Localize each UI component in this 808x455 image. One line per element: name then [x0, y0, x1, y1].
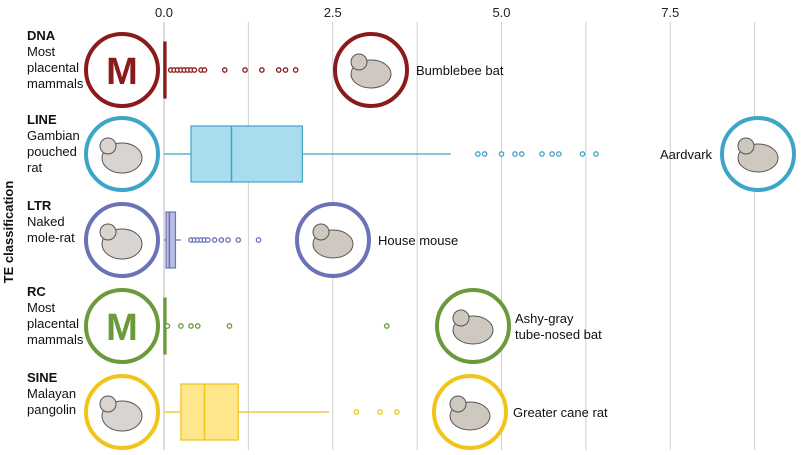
- animal-head-icon: [312, 223, 330, 241]
- row-type-label: LTR: [27, 198, 52, 213]
- animal-head-icon: [737, 137, 755, 155]
- outlier-point: [377, 409, 383, 415]
- row-species-label: mole-rat: [27, 230, 75, 245]
- outlier-point: [292, 67, 299, 73]
- row-species-label: Most: [27, 44, 56, 59]
- outlier-point: [259, 67, 265, 73]
- outlier-point: [194, 323, 201, 329]
- outlier-point: [188, 323, 194, 329]
- max-species-label: Greater cane rat: [513, 405, 608, 420]
- outlier-point: [394, 409, 400, 415]
- row-species-label: mammals: [27, 76, 84, 91]
- max-species-label: Ashy-gray: [515, 311, 574, 326]
- outlier-point: [221, 67, 228, 73]
- outlier-point: [512, 151, 518, 157]
- outlier-point: [201, 67, 208, 73]
- x-tick-label: 0.0: [155, 5, 173, 20]
- outlier-point: [481, 151, 488, 157]
- outlier-point: [242, 67, 248, 73]
- box: [190, 125, 303, 183]
- outlier-point: [353, 409, 360, 415]
- outlier-point: [383, 323, 390, 329]
- row-species-label: mammals: [27, 332, 84, 347]
- max-species-label: tube-nosed bat: [515, 327, 602, 342]
- row-species-label: pangolin: [27, 402, 76, 417]
- outlier-point: [556, 151, 562, 157]
- x-tick-label: 5.0: [492, 5, 510, 20]
- row-species-label: placental: [27, 316, 79, 331]
- outlier-point: [549, 151, 555, 157]
- row-species-label: Gambian: [27, 128, 80, 143]
- gridlines: [163, 22, 756, 450]
- outlier-point: [255, 237, 262, 243]
- outlier-point: [282, 67, 289, 73]
- mammal-icon: M: [106, 51, 138, 93]
- row-species-label: Malayan: [27, 386, 76, 401]
- outlier-point: [579, 151, 586, 157]
- max-species-label: House mouse: [378, 233, 458, 248]
- animal-head-icon: [99, 223, 117, 241]
- mammal-icon: M: [106, 307, 138, 349]
- row-species-label: pouched: [27, 144, 77, 159]
- row-type-label: DNA: [27, 28, 56, 43]
- min-species-circle: [84, 288, 160, 364]
- box: [165, 211, 177, 269]
- min-species-circle: [84, 32, 160, 108]
- outlier-point: [539, 151, 545, 157]
- x-tick-label: 7.5: [661, 5, 679, 20]
- row-species-label: Naked: [27, 214, 65, 229]
- animal-head-icon: [449, 395, 467, 413]
- outlier-point: [191, 67, 198, 73]
- outlier-point: [593, 151, 599, 157]
- outlier-point: [218, 237, 225, 243]
- animal-head-icon: [350, 53, 368, 71]
- max-species-label: Aardvark: [660, 147, 713, 162]
- outlier-point: [178, 323, 184, 329]
- outlier-point: [498, 151, 505, 157]
- animal-head-icon: [99, 137, 117, 155]
- row-type-label: LINE: [27, 112, 57, 127]
- outlier-point: [235, 237, 242, 243]
- row-type-label: SINE: [27, 370, 58, 385]
- outlier-point: [275, 67, 282, 73]
- box: [180, 383, 239, 441]
- outlier-point: [518, 151, 525, 157]
- x-axis: 0.0 2.5 5.0 7.5: [155, 5, 679, 20]
- outlier-point: [226, 323, 233, 329]
- outlier-point: [164, 323, 171, 329]
- animal-head-icon: [99, 395, 117, 413]
- x-tick-label: 2.5: [324, 5, 342, 20]
- animal-head-icon: [452, 309, 470, 327]
- row-species-label: Most: [27, 300, 56, 315]
- row-species-label: placental: [27, 60, 79, 75]
- outlier-point: [225, 237, 231, 243]
- row-type-label: RC: [27, 284, 46, 299]
- outlier-point: [211, 237, 218, 243]
- y-axis-label: TE classification: [1, 181, 16, 284]
- row-species-label: rat: [27, 160, 43, 175]
- max-species-label: Bumblebee bat: [416, 63, 504, 78]
- outlier-point: [475, 151, 481, 157]
- outlier-point: [205, 237, 211, 243]
